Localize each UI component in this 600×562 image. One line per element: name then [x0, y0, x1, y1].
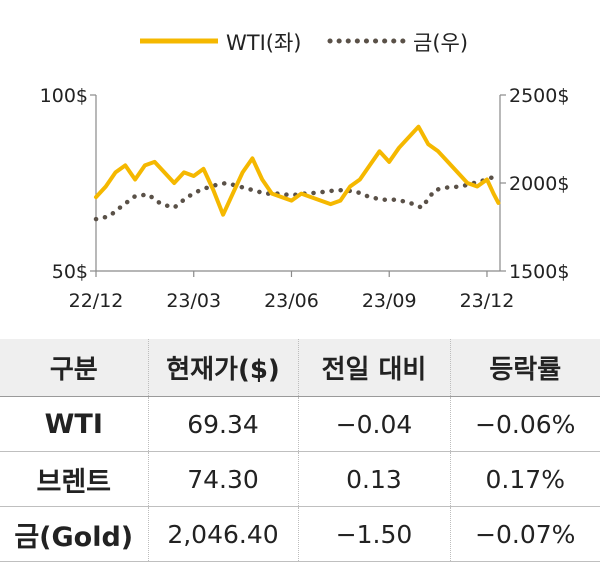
x-tick-label: 23/03	[166, 290, 221, 312]
chart-canvas: WTI(좌) 금(우) 100$ 50$ 2500$ 2000$ 1500$ 22/12 2…	[40, 31, 570, 312]
table-header-rate: 등락률	[449, 339, 600, 397]
table-cell-name: WTI	[0, 396, 148, 452]
x-tick-label: 23/09	[362, 290, 417, 312]
chart-legend: WTI(좌) 금(우)	[140, 31, 468, 55]
table-cell-change: −1.50	[297, 506, 450, 562]
table-cell-name: 금(Gold)	[0, 506, 148, 562]
x-tick-label: 22/12	[69, 290, 124, 312]
table-cell-name: 브렌트	[0, 451, 148, 507]
table-row: 금(Gold) 2,046.40 −1.50 −0.07%	[0, 506, 600, 562]
x-tick-label: 23/06	[264, 290, 319, 312]
y-right-tick-label: 1500$	[509, 261, 569, 283]
series-line-gold	[93, 172, 501, 222]
table-cell-change: 0.13	[297, 451, 450, 507]
chart-axes	[95, 95, 501, 272]
table-header-category: 구분	[0, 339, 148, 397]
chart-series	[93, 124, 501, 222]
table-header-change: 전일 대비	[297, 339, 450, 397]
table-row: WTI 69.34 −0.04 −0.06%	[0, 396, 600, 452]
y-right-tick-label: 2000$	[509, 173, 569, 195]
price-chart: WTI(좌) 금(우) 100$ 50$ 2500$ 2000$ 1500$ 22/12 2…	[40, 31, 570, 312]
y-left-tick-label: 100$	[40, 85, 88, 107]
table-cell-price: 74.30	[147, 451, 298, 507]
price-table: 구분 현재가($) 전일 대비 등락률 WTI 69.34 −0.04 −0.0…	[0, 339, 600, 562]
legend-label-gold: 금(우)	[413, 31, 468, 55]
table-cell-rate: −0.07%	[449, 506, 600, 562]
x-tick-label: 23/12	[460, 290, 515, 312]
table-header-price: 현재가($)	[147, 339, 298, 397]
table-row: 브렌트 74.30 0.13 0.17%	[0, 451, 600, 507]
table-cell-change: −0.04	[297, 396, 450, 452]
table-header-row: 구분 현재가($) 전일 대비 등락률	[0, 339, 600, 397]
table-cell-rate: −0.06%	[449, 396, 600, 452]
series-line-wti	[94, 124, 501, 217]
table-cell-price: 69.34	[147, 396, 298, 452]
legend-label-wti: WTI(좌)	[226, 31, 302, 55]
table-cell-price: 2,046.40	[147, 506, 298, 562]
y-left-tick-label: 50$	[52, 261, 88, 283]
y-right-tick-label: 2500$	[509, 85, 569, 107]
chart-ticks: 100$ 50$ 2500$ 2000$ 1500$ 22/12 23/03 23/06 23/…	[40, 85, 570, 312]
table-cell-rate: 0.17%	[449, 451, 600, 507]
